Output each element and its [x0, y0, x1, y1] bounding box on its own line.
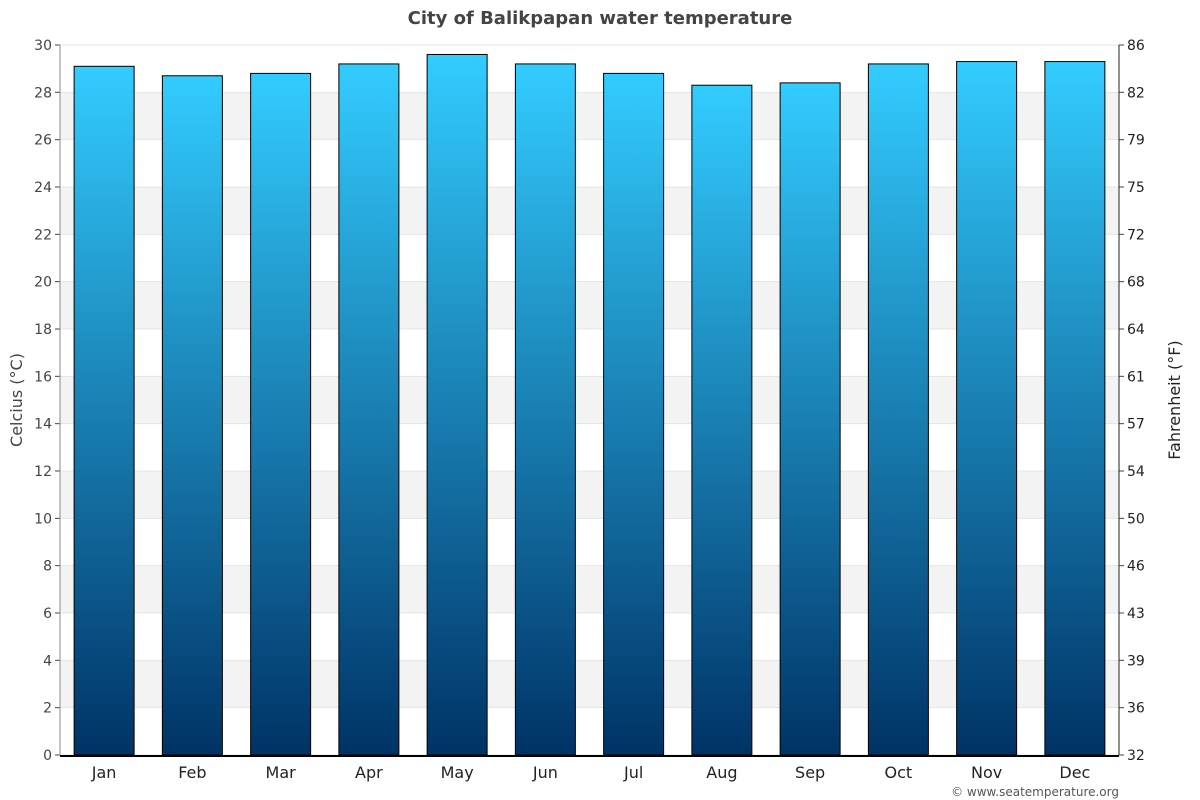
x-tick-label: May	[441, 763, 474, 782]
y2-tick-label: 39	[1127, 653, 1145, 669]
y-tick-label: 0	[43, 748, 52, 764]
bar-mar	[250, 72, 312, 756]
y-tick-label: 6	[43, 606, 52, 622]
y-tick-label: 14	[34, 417, 52, 433]
bar-sep	[779, 82, 841, 756]
y-tick-label: 24	[34, 180, 52, 196]
grid-band	[60, 92, 1119, 140]
grid-band	[60, 376, 1119, 424]
bar-may	[426, 53, 488, 756]
y-axis-label: Celcius (°C)	[7, 353, 26, 447]
x-tick-label: Apr	[355, 763, 383, 782]
y-tick-label: 10	[34, 511, 52, 527]
grid-band	[60, 565, 1119, 613]
x-tick-label: Jan	[91, 763, 117, 782]
bar-apr	[338, 63, 400, 756]
y2-tick-label: 72	[1127, 227, 1145, 243]
y2-tick-label: 57	[1127, 417, 1145, 433]
x-tick-label: Oct	[885, 763, 913, 782]
x-tick-label: Jun	[532, 763, 558, 782]
x-tick-label: Aug	[706, 763, 737, 782]
bar-jun	[514, 63, 576, 756]
y2-tick-label: 82	[1127, 85, 1145, 101]
y-tick-label: 4	[43, 653, 52, 669]
y2-tick-label: 54	[1127, 464, 1145, 480]
x-tick-label: Nov	[971, 763, 1002, 782]
chart-title: City of Balikpapan water temperature	[408, 8, 793, 29]
bar-aug	[691, 84, 753, 756]
y-tick-label: 28	[34, 85, 52, 101]
y2-tick-label: 75	[1127, 180, 1145, 196]
grid-band	[60, 660, 1119, 708]
y-tick-label: 8	[43, 559, 52, 575]
y2-tick-label: 36	[1127, 701, 1145, 717]
y-tick-label: 30	[34, 38, 52, 54]
x-tick-label: Mar	[266, 763, 297, 782]
y2-axis-label: Fahrenheit (°F)	[1165, 340, 1184, 459]
y-tick-label: 22	[34, 227, 52, 243]
y-tick-label: 12	[34, 464, 52, 480]
x-tick-label: Dec	[1059, 763, 1090, 782]
y-tick-label: 16	[34, 369, 52, 385]
y2-tick-label: 64	[1127, 322, 1145, 338]
y2-tick-label: 50	[1127, 511, 1145, 527]
y2-tick-label: 32	[1127, 748, 1145, 764]
y2-tick-label: 46	[1127, 559, 1145, 575]
x-tick-label: Jul	[623, 763, 643, 782]
y2-tick-label: 68	[1127, 275, 1145, 291]
y-tick-label: 20	[34, 275, 52, 291]
footer-credit: © www.seatemperature.org	[951, 785, 1119, 799]
y-tick-label: 26	[34, 133, 52, 149]
bar-jul	[603, 72, 665, 756]
y2-tick-label: 43	[1127, 606, 1145, 622]
y2-tick-label: 86	[1127, 38, 1145, 54]
bar-nov	[956, 61, 1018, 756]
x-tick-label: Feb	[178, 763, 206, 782]
bar-oct	[867, 63, 929, 756]
bar-jan	[73, 65, 135, 756]
grid-band	[60, 281, 1119, 329]
x-tick-label: Sep	[795, 763, 825, 782]
y-tick-label: 18	[34, 322, 52, 338]
grid-band	[60, 187, 1119, 235]
bar-feb	[161, 75, 223, 756]
y-tick-label: 2	[43, 701, 52, 717]
bar-dec	[1044, 61, 1106, 756]
y2-tick-label: 79	[1127, 133, 1145, 149]
y2-tick-label: 61	[1127, 369, 1145, 385]
grid-band	[60, 471, 1119, 519]
